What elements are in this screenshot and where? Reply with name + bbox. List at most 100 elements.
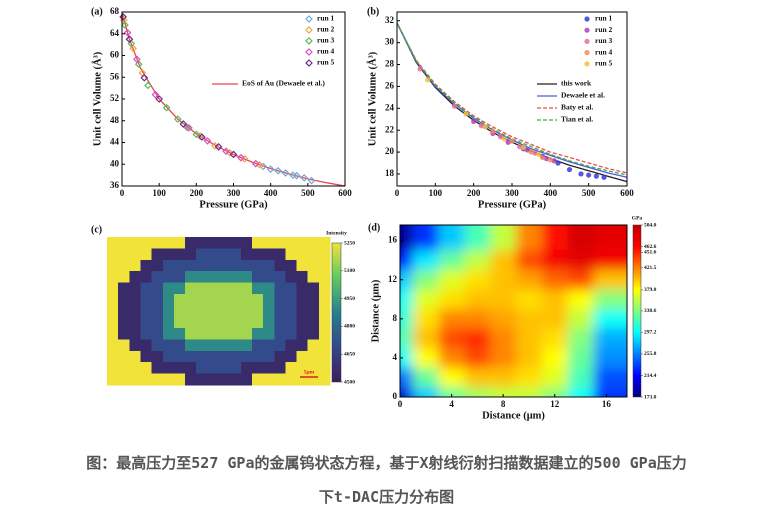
point — [240, 154, 249, 163]
x-tick-label: 16 — [602, 399, 612, 409]
figure: (a) run 1 run 2 run 3 run 4 run 5 EoS of Au (D… — [91, 6, 657, 421]
heatmap-cell — [107, 350, 119, 363]
point — [125, 35, 134, 44]
heatmap-cell — [196, 305, 208, 318]
point — [471, 118, 477, 125]
heatmap-cell — [274, 305, 286, 318]
heatmap-cell — [296, 293, 309, 306]
heatmap-cell — [118, 237, 130, 249]
heatmap-cell — [207, 362, 219, 375]
heatmap-cell — [207, 316, 219, 329]
legend-marker — [305, 59, 313, 67]
legend-marker — [305, 15, 313, 23]
heatmap-cell — [118, 271, 130, 283]
heatmap-cell — [318, 373, 331, 386]
heatmap-cell — [285, 271, 297, 283]
contour-cell — [400, 309, 413, 329]
heatmap-cell — [307, 248, 320, 261]
legend-marker — [584, 50, 590, 56]
heatmap-cell — [307, 316, 320, 329]
heatmap-cell — [296, 328, 309, 340]
heatmap-cell — [162, 305, 175, 318]
heatmap-cell — [196, 316, 208, 329]
heatmap-cell — [274, 316, 286, 329]
point — [192, 130, 201, 139]
contour-cell — [541, 367, 568, 388]
heatmap-cell — [263, 328, 275, 340]
heatmap-cell — [207, 350, 219, 363]
heatmap-cell — [229, 271, 242, 283]
heatmap-cell — [296, 362, 309, 375]
heatmap-cell — [229, 350, 242, 363]
heatmap-cell — [251, 373, 264, 386]
x-tick-label: 4 — [449, 399, 454, 409]
y-tick-label: 0 — [393, 391, 398, 401]
heatmap-cell — [263, 293, 275, 306]
heatmap-cell — [229, 282, 242, 295]
point — [292, 171, 301, 180]
legend-label: run 2 — [317, 25, 335, 34]
point — [540, 154, 546, 161]
point — [593, 173, 599, 179]
x-tick-label: 600 — [338, 188, 352, 198]
x-tick-label: 12 — [550, 399, 560, 409]
fit-line — [121, 12, 346, 187]
point — [203, 137, 212, 145]
heatmap-cell — [240, 237, 253, 249]
fit-line — [396, 22, 628, 176]
heatmap-cell — [173, 293, 186, 306]
heatmap-cell — [296, 373, 309, 386]
heatmap-cell — [140, 259, 152, 272]
heatmap-cell — [196, 339, 208, 352]
heatmap-cell — [274, 328, 286, 340]
heatmap-cell — [318, 293, 331, 306]
point — [185, 123, 193, 132]
heatmap-cell — [229, 316, 242, 329]
y-tick-label: 22 — [385, 124, 395, 134]
contour-cell — [567, 269, 594, 290]
heatmap-cell — [173, 248, 186, 261]
heatmap-cell — [173, 259, 186, 272]
heatmap-cell — [129, 271, 141, 283]
heatmap-cell — [251, 350, 264, 363]
heatmap-cell — [162, 316, 175, 329]
contour-cell — [593, 225, 627, 251]
legend-label: run 1 — [317, 14, 335, 23]
contour-cell — [541, 348, 568, 368]
heatmap-cell — [263, 316, 275, 329]
heatmap-cell — [196, 350, 208, 363]
heatmap-cell — [196, 293, 208, 306]
heatmap-cell — [196, 248, 208, 261]
point — [251, 159, 260, 168]
heatmap-cell — [118, 282, 130, 295]
panel-label: (d) — [368, 222, 380, 233]
contour-cell — [412, 387, 439, 397]
heatmap-cell — [118, 248, 130, 261]
heatmap-cell — [185, 305, 197, 318]
heatmap-cell — [140, 316, 152, 329]
heatmap-cell — [307, 362, 320, 375]
heatmap-cell — [173, 373, 186, 386]
heatmap-cell — [207, 237, 219, 249]
x-tick-label: 0 — [398, 399, 403, 409]
heatmap-cell — [173, 271, 186, 283]
heatmap-cell — [140, 305, 152, 318]
contour-cell — [400, 348, 413, 368]
y-tick-label: 36 — [110, 180, 120, 190]
heatmap-cell — [162, 271, 175, 283]
heatmap-cell — [173, 350, 186, 363]
heatmap-cell — [118, 305, 130, 318]
contour-cell — [438, 250, 465, 270]
legend-marker — [584, 16, 590, 22]
heatmap-cell — [140, 282, 152, 295]
contour-cell — [464, 367, 491, 388]
legend-label: run 1 — [595, 14, 613, 23]
legend-label: Tian et al. — [561, 115, 593, 124]
colorbar-tick-label: 4500 — [344, 379, 355, 385]
heatmap-cell — [307, 271, 320, 283]
point — [274, 166, 282, 175]
colorbar — [632, 224, 642, 398]
point — [425, 77, 431, 83]
y-tick-label: 26 — [385, 80, 395, 90]
heatmap-cell — [229, 293, 242, 306]
